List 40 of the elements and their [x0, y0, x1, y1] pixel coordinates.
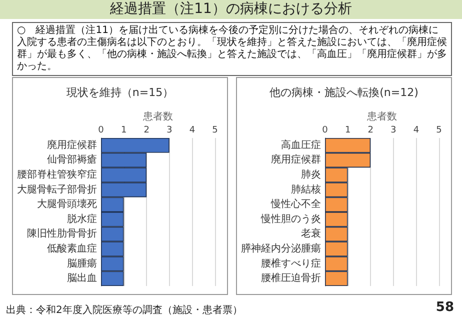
- x-tick-label: 2: [368, 126, 374, 136]
- y-tick-label: 腰椎すべり症: [261, 257, 321, 270]
- y-tick-label: 脳出血: [67, 272, 97, 284]
- y-tick-label: 仙骨部褥瘡: [47, 154, 97, 166]
- y-tick-label: 脱水症: [67, 212, 97, 225]
- x-tick-label: 3: [390, 126, 396, 136]
- y-tick-label: 高血圧症: [281, 138, 321, 151]
- x-tick-label: 1: [344, 126, 351, 136]
- x-tick-label: 2: [144, 126, 150, 136]
- y-tick-label: 廃用症候群: [47, 138, 97, 151]
- source-note: 出典：令和2年度入院医療等の調査（施設・患者票）: [6, 304, 242, 317]
- y-tick-label: 低酸素血症: [47, 242, 97, 254]
- y-tick-label: 腰椎圧迫骨折: [261, 272, 321, 284]
- x-tick-label: 3: [166, 126, 172, 136]
- y-tick-label: 腰部脊柱管狭窄症: [17, 168, 97, 180]
- y-tick-label: 大腿骨頭壊死: [37, 198, 97, 210]
- y-tick-label: 廃用症候群: [271, 154, 321, 166]
- text: ○ 経過措置（注11）を届け出ている病棟を今後の予定別に分けた場合の、それぞれの病棟に入院する患者の主傷病名は以下のとおり。「現状を維持」と答えた施設においては、「廃用症候群」が最も多く、「他の病棟・施設へ転換」と答えた施設では、「高血圧」「廃用症候群」が多かった。: [12, 22, 452, 76]
- chart-title: 他の病棟・施設へ転換(n=12): [270, 86, 418, 99]
- x-axis-title: 患者数: [142, 110, 173, 122]
- y-tick-label: 老衰: [301, 228, 321, 240]
- y-tick-label: 肺炎: [301, 168, 321, 180]
- x-tick-label: 0: [98, 126, 104, 136]
- x-tick-label: 4: [189, 126, 196, 136]
- y-tick-label: 陳旧性肋骨骨折: [27, 228, 97, 240]
- text: 58: [436, 300, 454, 315]
- y-tick-label: 膵神経内分泌腫瘍: [241, 242, 321, 254]
- x-tick-label: 5: [436, 126, 442, 136]
- y-tick-label: 慢性胆のう炎: [260, 212, 321, 225]
- y-tick-label: 肺結核: [291, 183, 321, 196]
- x-tick-label: 4: [413, 126, 420, 136]
- x-tick-label: 5: [212, 126, 218, 136]
- y-tick-label: 大腿骨転子部骨折: [17, 183, 97, 196]
- x-tick-label: 1: [120, 126, 127, 136]
- text: 経過措置（注11）の病棟における分析: [0, 0, 462, 19]
- x-axis-title: 患者数: [366, 110, 397, 122]
- y-tick-label: 慢性心不全: [270, 198, 321, 210]
- chart-title: 現状を維持（n=15）: [66, 86, 174, 99]
- y-tick-label: 脳腫瘍: [67, 257, 97, 270]
- x-tick-label: 0: [322, 126, 328, 136]
